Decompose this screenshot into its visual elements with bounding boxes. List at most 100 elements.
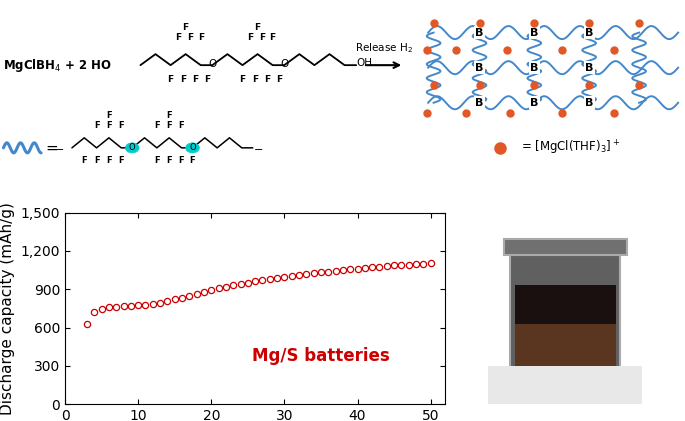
Point xyxy=(418,260,429,267)
FancyBboxPatch shape xyxy=(514,285,616,372)
Text: F: F xyxy=(188,33,193,42)
Point xyxy=(242,279,253,286)
Text: B: B xyxy=(530,63,538,73)
Point xyxy=(118,303,129,309)
Circle shape xyxy=(125,143,139,153)
Text: Release H$_2$: Release H$_2$ xyxy=(356,41,413,55)
Point xyxy=(264,276,275,282)
Text: O: O xyxy=(280,59,288,69)
Text: B: B xyxy=(585,98,593,108)
Point xyxy=(155,299,166,306)
Point xyxy=(388,262,399,269)
Text: F: F xyxy=(276,75,282,84)
Point xyxy=(133,302,144,309)
Point xyxy=(330,267,341,274)
Text: F: F xyxy=(260,33,265,42)
Text: O: O xyxy=(189,144,196,152)
Text: = [MgCl(THF)$_3$]$^+$: = [MgCl(THF)$_3$]$^+$ xyxy=(521,139,620,157)
Text: F: F xyxy=(252,75,258,84)
Point xyxy=(147,301,158,307)
Text: F: F xyxy=(190,156,195,165)
Circle shape xyxy=(186,143,199,153)
Text: O: O xyxy=(129,144,136,152)
Text: O: O xyxy=(208,59,216,69)
Text: B: B xyxy=(530,28,538,37)
Text: F: F xyxy=(198,33,203,42)
Text: Mg/S batteries: Mg/S batteries xyxy=(252,346,390,365)
Point xyxy=(272,274,283,281)
Text: F: F xyxy=(270,33,275,42)
Text: MgClBH$_4$ + 2 HO: MgClBH$_4$ + 2 HO xyxy=(3,57,112,74)
Point xyxy=(374,263,385,270)
Point xyxy=(249,278,260,285)
Point xyxy=(382,263,393,269)
Point xyxy=(199,289,210,296)
Text: F: F xyxy=(240,75,245,84)
Text: F: F xyxy=(180,75,186,84)
Text: F: F xyxy=(154,156,160,165)
Point xyxy=(227,282,238,289)
Point xyxy=(308,270,319,277)
Text: $\mathdefault{-}$: $\mathdefault{-}$ xyxy=(53,143,64,153)
Point xyxy=(111,304,122,310)
FancyBboxPatch shape xyxy=(503,240,627,255)
Text: B: B xyxy=(585,63,593,73)
Point xyxy=(257,277,268,283)
Point xyxy=(316,269,327,276)
Text: =: = xyxy=(45,140,58,155)
Point xyxy=(352,265,363,272)
Text: F: F xyxy=(94,121,99,130)
Text: F: F xyxy=(106,156,112,165)
Text: B: B xyxy=(475,63,484,73)
Point xyxy=(235,280,246,287)
Text: F: F xyxy=(255,23,260,32)
Text: B: B xyxy=(585,28,593,37)
Text: F: F xyxy=(168,75,173,84)
Text: B: B xyxy=(475,98,484,108)
Text: B: B xyxy=(530,98,538,108)
FancyBboxPatch shape xyxy=(510,251,620,376)
Point xyxy=(162,298,173,304)
Point xyxy=(286,272,297,279)
Text: F: F xyxy=(192,75,198,84)
Point xyxy=(184,292,195,299)
Point xyxy=(191,290,202,297)
Point xyxy=(89,308,100,315)
Text: F: F xyxy=(179,156,184,165)
Point xyxy=(213,285,224,292)
Text: B: B xyxy=(475,28,484,37)
Text: F: F xyxy=(94,156,99,165)
Point xyxy=(279,274,290,280)
Text: F: F xyxy=(119,121,124,130)
Text: F: F xyxy=(175,33,181,42)
Text: OH: OH xyxy=(356,58,372,68)
Point xyxy=(360,264,371,271)
Point xyxy=(338,267,349,274)
Point xyxy=(125,302,136,309)
Text: F: F xyxy=(82,156,87,165)
Point xyxy=(345,266,356,273)
Text: $\mathdefault{-}$: $\mathdefault{-}$ xyxy=(253,143,263,153)
Text: F: F xyxy=(166,111,172,120)
FancyBboxPatch shape xyxy=(488,366,642,404)
Point xyxy=(140,301,151,308)
Point xyxy=(169,296,180,303)
Point xyxy=(301,271,312,277)
Text: F: F xyxy=(106,111,112,120)
FancyBboxPatch shape xyxy=(514,324,616,372)
Text: F: F xyxy=(106,121,112,130)
Text: F: F xyxy=(166,156,172,165)
Point xyxy=(323,268,334,275)
Point xyxy=(103,304,114,310)
Point xyxy=(403,261,414,268)
Point xyxy=(294,272,305,278)
Text: F: F xyxy=(154,121,160,130)
Text: F: F xyxy=(179,121,184,130)
Text: F: F xyxy=(204,75,210,84)
Text: F: F xyxy=(247,33,253,42)
Text: F: F xyxy=(264,75,270,84)
Point xyxy=(221,284,232,290)
Text: F: F xyxy=(166,121,172,130)
Point xyxy=(206,287,216,293)
Text: F: F xyxy=(119,156,124,165)
